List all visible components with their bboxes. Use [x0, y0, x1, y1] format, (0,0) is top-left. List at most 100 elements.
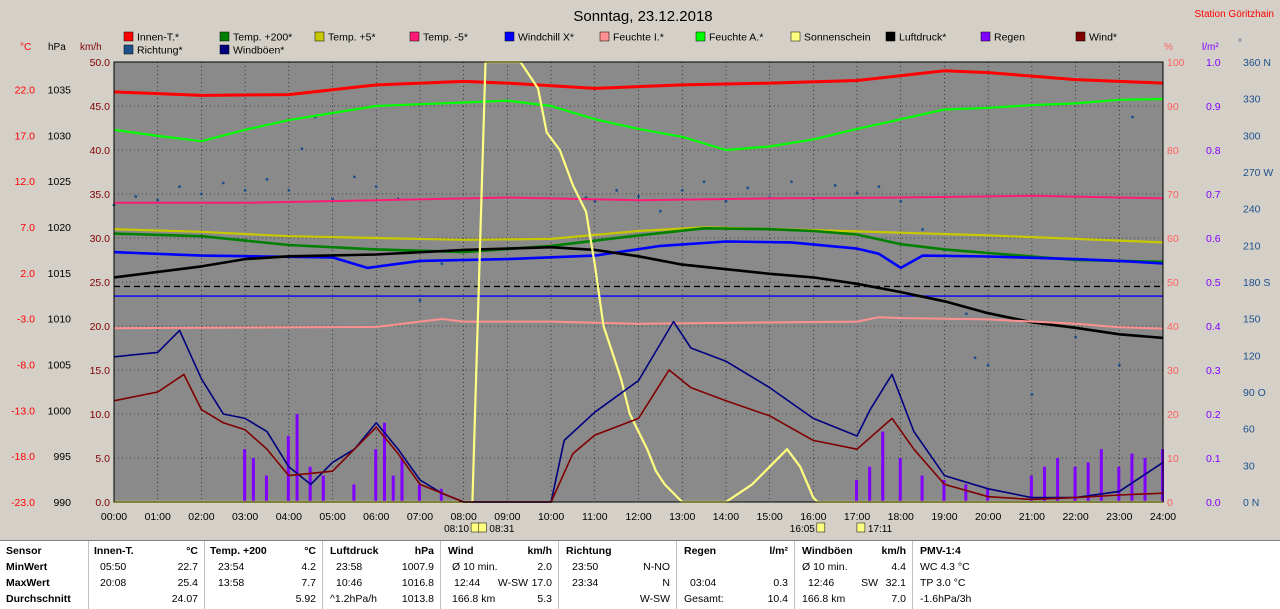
direction-tick-label: 30: [1243, 460, 1255, 472]
direction-point: [680, 188, 684, 192]
legend-label: Temp. -5*: [423, 32, 468, 44]
humidity-tick-label: 80: [1167, 145, 1179, 157]
rain-bar: [439, 488, 443, 502]
direction-tick-label: 150: [1243, 314, 1261, 326]
stats-sensor-title: Sensor: [6, 545, 42, 557]
rain-bar: [400, 458, 404, 502]
rain-bar: [417, 484, 421, 502]
rain-bar: [920, 475, 924, 502]
stats-regen-unit: l/m²: [769, 545, 788, 557]
legend-swatch: [123, 44, 134, 55]
direction-point: [1117, 363, 1121, 367]
wind-tick-label: 10.0: [90, 409, 111, 421]
rain-bar: [1117, 466, 1121, 502]
direction-point: [1030, 393, 1034, 396]
stats-luftdruck-min-value: 1007.9: [401, 561, 434, 573]
temp-tick-label: 7.0: [20, 222, 35, 234]
stats-innen-max-value: 25.4: [177, 577, 198, 589]
rain-bar: [1130, 453, 1134, 502]
stats-temp200-min-time: 23:54: [218, 561, 245, 573]
direction-point: [300, 147, 304, 151]
stats-innen-column: Innen-T. °C 05:50 22.7 20:08 25.4 24.07: [88, 541, 204, 609]
temp-tick-label: 2.0: [20, 268, 35, 280]
time-tick-label: 17:00: [844, 511, 870, 523]
direction-point: [658, 209, 662, 213]
stats-wind-max-time: 12:44: [454, 577, 481, 589]
series-line: [113, 245, 1164, 340]
direction-point: [352, 175, 356, 179]
sun-event-label: 08:10: [444, 524, 469, 535]
stats-windboeen-max-dir: SW: [861, 577, 878, 589]
rain-bar: [264, 475, 268, 502]
rain-bar: [286, 436, 290, 502]
direction-point: [615, 188, 619, 192]
time-tick-label: 02:00: [188, 511, 214, 523]
temp-tick-label: -23.0: [11, 497, 35, 509]
rain-tick-label: 0.7: [1206, 189, 1221, 201]
time-tick-label: 01:00: [145, 511, 171, 523]
direction-point: [265, 177, 269, 181]
time-tick-label: 19:00: [931, 511, 957, 523]
stats-wind-max-value: 17.0: [531, 577, 552, 589]
legend: Innen-T.* Temp. +200* Temp. +5* Temp. -5* Wi…: [123, 31, 1117, 57]
stats-regen-total-value: 10.4: [767, 593, 788, 605]
rain-tick-label: 1.0: [1206, 57, 1221, 69]
legend-label: Feuchte A.*: [709, 32, 763, 44]
stats-wind-column: Wind km/h Ø 10 min. 2.0 12:44 W-SW 17.0 166.…: [440, 541, 558, 609]
direction-point: [156, 198, 160, 202]
rain-bar: [243, 449, 247, 502]
stats-luftdruck-trend: ^1.2hPa/h: [330, 593, 377, 605]
series-line: [113, 369, 1164, 503]
direction-tick-label: 90 O: [1243, 387, 1266, 399]
humidity-tick-label: 70: [1167, 189, 1179, 201]
stats-pmv-column: PMV-1:4 WC 4.3 °C TP 3.0 °C -1.6hPa/3h: [912, 541, 1032, 609]
direction-point: [593, 199, 597, 203]
rain-bar: [382, 422, 386, 502]
stats-temp200-column: Temp. +200 °C 23:54 4.2 13:58 7.7 5.92: [204, 541, 322, 609]
time-tick-label: 23:00: [1106, 511, 1132, 523]
stats-windboeen-avg10-value: 4.4: [891, 561, 906, 573]
pressure-unit-label: hPa: [48, 42, 66, 53]
temp-tick-label: 12.0: [15, 176, 36, 188]
legend-label: Windböen*: [233, 45, 284, 57]
sun-event-marker: [478, 522, 487, 533]
legend-swatch: [885, 31, 896, 42]
stats-luftdruck-avg-value: 1013.8: [401, 593, 434, 605]
stats-richtung-max-value: N: [662, 577, 670, 589]
rain-bar: [1143, 458, 1147, 502]
rain-bar: [986, 488, 990, 502]
legend-swatch: [790, 31, 801, 42]
wind-unit-label: km/h: [80, 42, 102, 53]
stats-luftdruck-unit: hPa: [414, 545, 434, 557]
humidity-unit-label: %: [1164, 42, 1173, 53]
rain-bar: [898, 458, 902, 502]
wind-tick-label: 35.0: [90, 189, 111, 201]
rain-tick-label: 0.5: [1206, 277, 1221, 289]
direction-point: [724, 199, 728, 203]
series-line: [113, 320, 1164, 503]
time-tick-label: 22:00: [1062, 511, 1088, 523]
stats-pmv-trend: -1.6hPa/3h: [920, 593, 972, 605]
series-line: [113, 227, 1164, 264]
pressure-tick-label: 1020: [48, 222, 72, 234]
stats-innen-avg-value: 24.07: [171, 593, 198, 605]
rain-tick-label: 0.3: [1206, 365, 1221, 377]
rain-tick-label: 0.4: [1206, 321, 1221, 333]
direction-point: [877, 185, 881, 189]
series-line: [113, 97, 1164, 152]
rain-tick-label: 0.6: [1206, 233, 1221, 245]
stats-wind-avg10-value: 2.0: [537, 561, 552, 573]
time-tick-label: 00:00: [101, 511, 127, 523]
humidity-tick-label: 30: [1167, 365, 1179, 377]
humidity-tick-label: 60: [1167, 233, 1179, 245]
time-tick-label: 03:00: [232, 511, 258, 523]
stats-richtung-min-time: 23:50: [572, 561, 599, 573]
direction-point: [833, 184, 837, 187]
rain-bar: [1042, 466, 1046, 502]
direction-tick-label: 360 N: [1243, 57, 1271, 69]
legend-label: Feuchte I.*: [613, 32, 664, 44]
legend-label: Windchill X*: [518, 32, 574, 44]
direction-tick-label: 120: [1243, 350, 1261, 362]
stats-temp200-max-time: 13:58: [218, 577, 245, 589]
stats-label-avg: Durchschnitt: [6, 593, 71, 605]
